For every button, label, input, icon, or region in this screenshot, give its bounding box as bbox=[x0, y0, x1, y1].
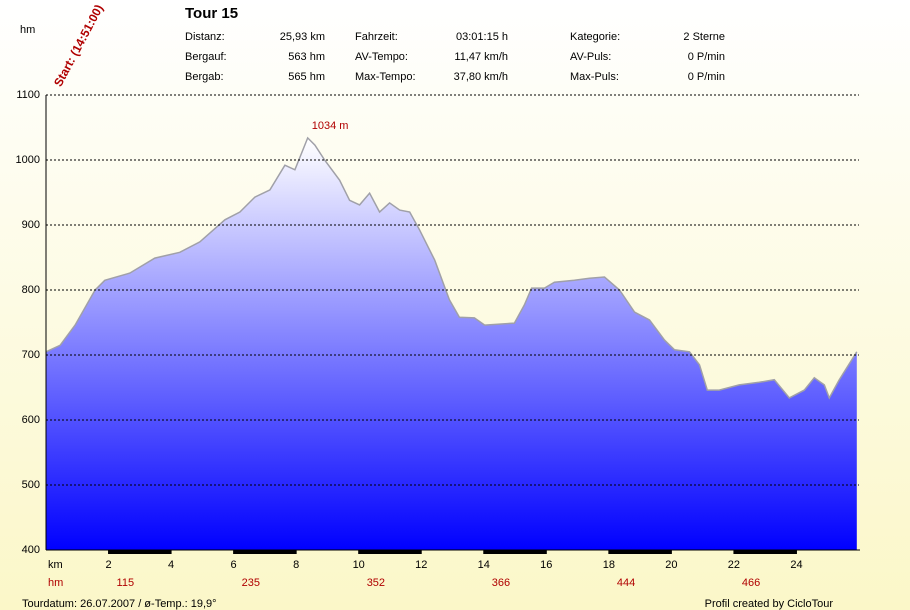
stat-label: Bergauf: bbox=[185, 51, 227, 63]
km-band bbox=[233, 550, 297, 554]
y-tick-label: 400 bbox=[22, 544, 40, 556]
x-tick-label: 6 bbox=[231, 559, 237, 571]
climb-label: 366 bbox=[492, 577, 510, 589]
x-tick-label: 24 bbox=[790, 559, 802, 571]
climb-label: 466 bbox=[742, 577, 760, 589]
climb-label: 115 bbox=[117, 577, 135, 589]
y-tick-label: 500 bbox=[22, 479, 40, 491]
stat-value: 03:01:15 h bbox=[456, 31, 508, 43]
stat-label: Distanz: bbox=[185, 31, 225, 43]
stat-label: Fahrzeit: bbox=[355, 31, 398, 43]
footer-right: Profil created by CicloTour bbox=[705, 598, 834, 610]
x-tick-label: 14 bbox=[478, 559, 490, 571]
footer-left: Tourdatum: 26.07.2007 / ø-Temp.: 19,9° bbox=[22, 598, 217, 610]
stat-label: Max-Puls: bbox=[570, 71, 619, 83]
climb-label: 235 bbox=[242, 577, 260, 589]
climb-label: 444 bbox=[617, 577, 635, 589]
area bbox=[46, 137, 857, 550]
profile-line bbox=[45, 136, 858, 400]
chart-title: Tour 15 bbox=[185, 5, 238, 22]
stat-value: 2 Sterne bbox=[683, 31, 725, 43]
km-band bbox=[483, 550, 547, 554]
stat-value: 11,47 km/h bbox=[454, 51, 508, 63]
x-tick-label: 20 bbox=[665, 559, 677, 571]
x-tick-label: 18 bbox=[603, 559, 615, 571]
x-tick-label: 16 bbox=[540, 559, 552, 571]
y-tick-label: 600 bbox=[22, 414, 40, 426]
stat-value: 0 P/min bbox=[688, 71, 725, 83]
climb-label: 352 bbox=[367, 577, 385, 589]
km-band bbox=[108, 550, 172, 554]
stat-label: Kategorie: bbox=[570, 31, 620, 43]
stat-label: AV-Tempo: bbox=[355, 51, 408, 63]
y-axis-label: hm bbox=[20, 24, 35, 36]
stat-value: 565 hm bbox=[288, 71, 325, 83]
stat-value: 37,80 km/h bbox=[454, 71, 508, 83]
y-tick-label: 1000 bbox=[16, 154, 40, 166]
stat-label: Bergab: bbox=[185, 71, 224, 83]
y-tick-label: 1100 bbox=[16, 89, 40, 101]
stat-value: 563 hm bbox=[288, 51, 325, 63]
x-axis-label: km bbox=[48, 559, 63, 571]
y-tick-label: 700 bbox=[22, 349, 40, 361]
x-tick-label: 10 bbox=[353, 559, 365, 571]
x-tick-label: 4 bbox=[168, 559, 174, 571]
x-tick-label: 12 bbox=[415, 559, 427, 571]
x-tick-label: 2 bbox=[105, 559, 111, 571]
peak-annotation: 1034 m bbox=[312, 120, 349, 132]
y-tick-label: 900 bbox=[22, 219, 40, 231]
stat-label: AV-Puls: bbox=[570, 51, 611, 63]
km-band bbox=[733, 550, 797, 554]
y-tick-label: 800 bbox=[22, 284, 40, 296]
stat-label: Max-Tempo: bbox=[355, 71, 416, 83]
stat-value: 0 P/min bbox=[688, 51, 725, 63]
stat-value: 25,93 km bbox=[280, 31, 325, 43]
x-tick-label: 8 bbox=[293, 559, 299, 571]
climb-row-label: hm bbox=[48, 577, 63, 589]
x-tick-label: 22 bbox=[728, 559, 740, 571]
km-band bbox=[608, 550, 672, 554]
km-band bbox=[358, 550, 422, 554]
